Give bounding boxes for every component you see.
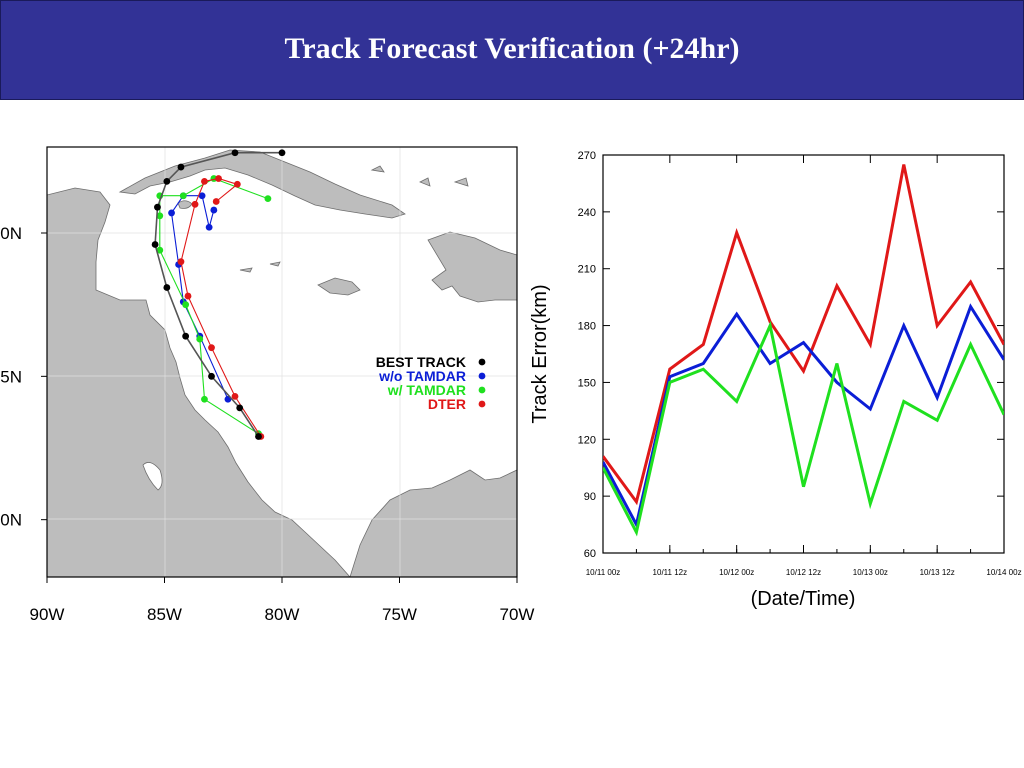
bahamas-islands [370, 165, 469, 187]
map-y-tick-label: 20N [0, 224, 22, 243]
track-point-best [163, 284, 171, 291]
legend-label: w/ TAMDAR [387, 382, 466, 398]
legend-marker [478, 400, 486, 408]
map-x-tick-label: 80W [265, 605, 300, 624]
track-point-w [156, 246, 164, 254]
track-point-dter [231, 393, 239, 400]
map-tracks [151, 149, 286, 440]
central-america-land [47, 187, 351, 577]
track-point-w [179, 192, 187, 200]
title-banner: Track Forecast Verification (+24hr) [0, 0, 1024, 100]
track-point-wo [168, 209, 175, 217]
track-point-dter [212, 198, 220, 205]
jamaica-land [317, 277, 361, 296]
track-point-w [156, 212, 164, 220]
map-x-tick-label: 90W [30, 605, 65, 624]
slide-title: Track Forecast Verification (+24hr) [284, 32, 740, 65]
map-x-tick-label: 85W [147, 605, 182, 624]
track-point-best [236, 404, 244, 412]
track-point-best [163, 178, 171, 185]
track-point-best [208, 372, 215, 380]
track-point-dter [215, 175, 222, 182]
legend-label: w/o TAMDAR [378, 368, 466, 384]
track-point-best [182, 332, 190, 340]
map-ticks: 90W 85W 80W 75W 70W 10N 15N 20N [0, 224, 534, 624]
track-point-dter [191, 200, 199, 208]
track-point-best [177, 163, 185, 171]
track-point-dter [208, 344, 215, 352]
track-point-w [264, 195, 272, 203]
south-america-land [349, 469, 517, 577]
map-y-tick-label: 10N [0, 511, 22, 530]
track-point-wo [210, 206, 218, 214]
track-point-dter [177, 258, 185, 266]
track-point-best [278, 149, 286, 157]
legend-marker [478, 358, 486, 366]
track-point-dter [201, 178, 208, 185]
hispaniola-land [427, 231, 517, 303]
legend-label: DTER [428, 396, 466, 412]
map-x-tick-label: 75W [382, 605, 417, 624]
legend-marker [478, 372, 486, 380]
lake-nicaragua [142, 462, 163, 491]
track-point-wo [198, 192, 206, 200]
legend-marker [478, 386, 486, 394]
map-y-tick-label: 15N [0, 367, 22, 386]
map-gridlines [47, 147, 517, 577]
track-line-dter [180, 177, 262, 437]
track-point-best [154, 203, 161, 211]
track-point-dter [184, 292, 192, 300]
track-point-best [231, 149, 239, 157]
track-point-dter [233, 180, 241, 188]
track-line-w [159, 177, 269, 435]
track-point-wo [205, 223, 213, 231]
track-point-best [255, 433, 262, 440]
map-x-tick-label: 70W [500, 605, 535, 624]
legend-label: BEST TRACK [376, 354, 466, 370]
track-point-w [196, 335, 204, 343]
track-point-best [151, 241, 159, 248]
cayman-islands [239, 261, 281, 273]
track-point-w [201, 395, 208, 403]
track-point-w [182, 301, 190, 309]
